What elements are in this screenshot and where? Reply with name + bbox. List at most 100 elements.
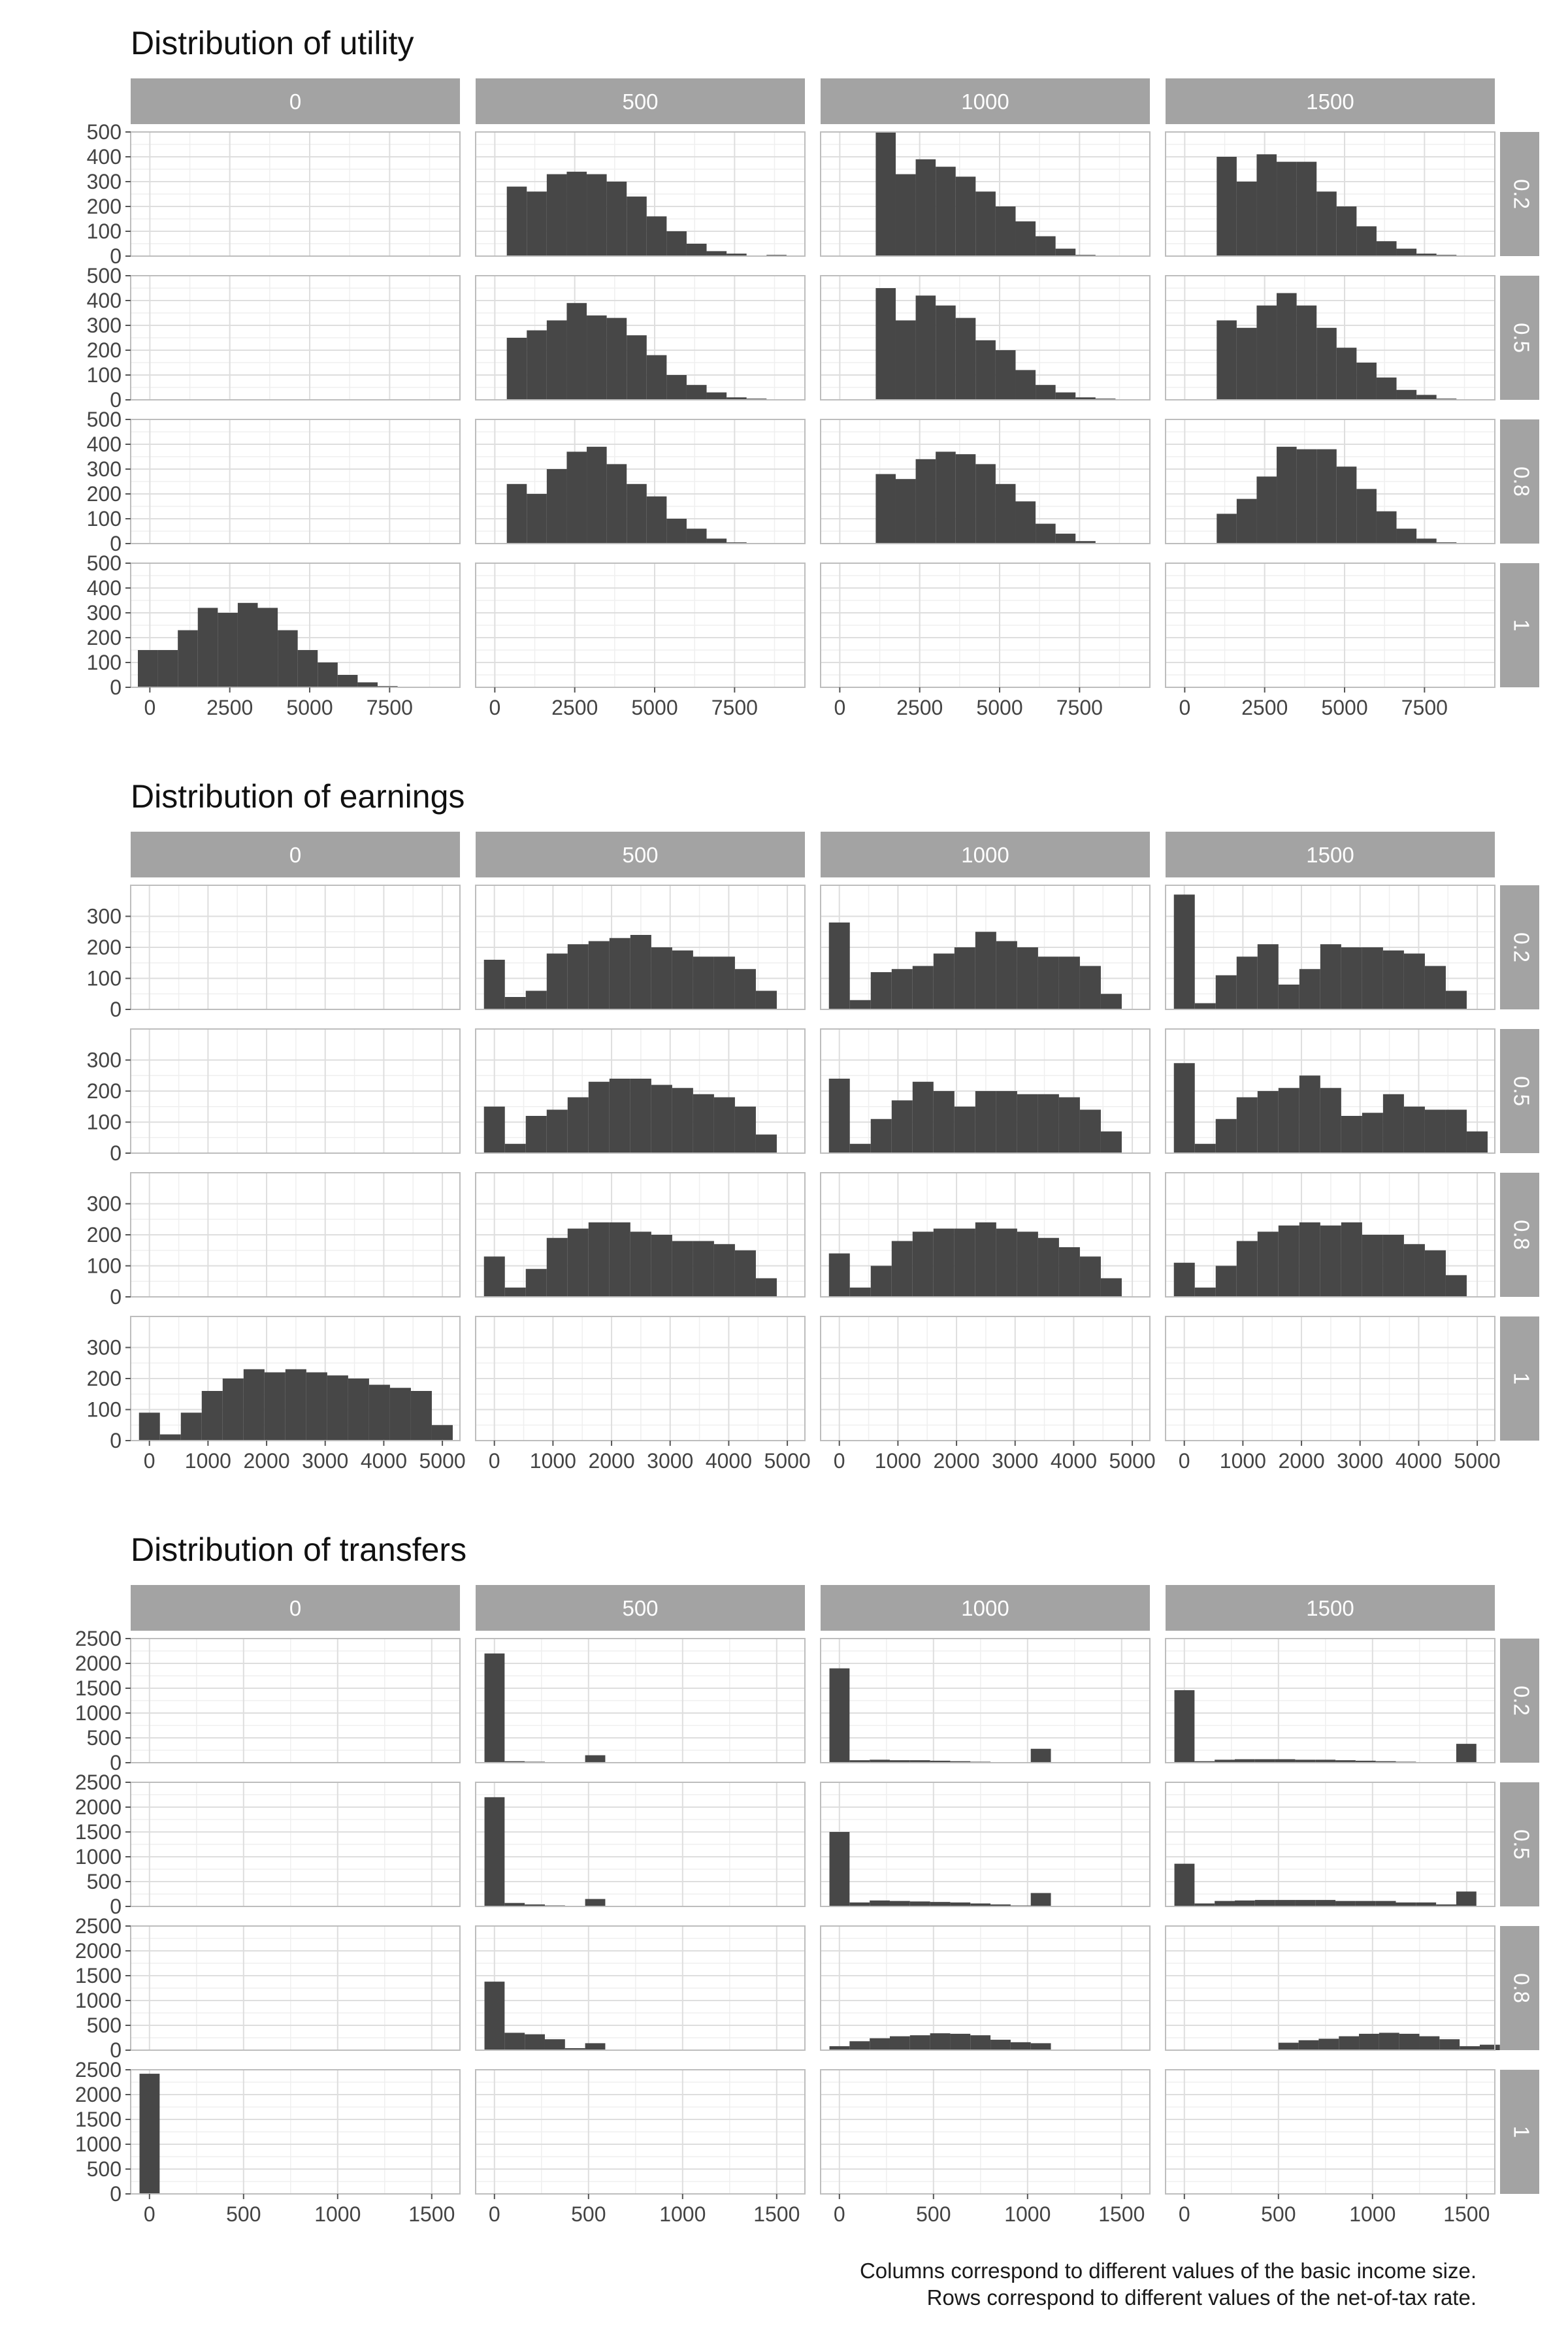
- histogram-bar: [1362, 1113, 1383, 1153]
- histogram-bar: [1445, 1109, 1467, 1153]
- histogram-bar: [483, 1106, 505, 1153]
- histogram-bar: [1079, 966, 1101, 1009]
- x-tick-label: 1500: [408, 2202, 455, 2226]
- histogram-bar: [930, 1902, 951, 1906]
- histogram-bar: [1030, 1748, 1051, 1763]
- histogram-bar: [566, 451, 587, 544]
- y-tick-label: 500: [87, 120, 122, 144]
- histogram-bar: [1295, 1900, 1316, 1906]
- histogram-bar: [1376, 241, 1397, 256]
- histogram-bar: [139, 1413, 160, 1441]
- y-tick-label: 2000: [75, 1795, 122, 1819]
- histogram-bar: [318, 662, 338, 687]
- histogram-bar: [197, 608, 218, 687]
- histogram-bar: [588, 1081, 610, 1153]
- histogram-bar: [889, 1901, 910, 1906]
- histogram-bar: [630, 935, 651, 1009]
- histogram-bar: [138, 650, 158, 687]
- panel-border: [130, 131, 461, 257]
- histogram-bar: [1315, 1900, 1336, 1906]
- histogram-bar: [1396, 389, 1417, 400]
- y-tick-label: 300: [87, 1192, 122, 1216]
- histogram-bar: [975, 464, 996, 544]
- row-strip-0-5: [1500, 1029, 1539, 1153]
- column-strip-label: 1000: [961, 90, 1009, 114]
- histogram-bar: [1436, 1904, 1456, 1906]
- histogram-bar: [285, 1369, 306, 1441]
- panel-1500-0-8: [1165, 419, 1495, 544]
- y-tick-label: 400: [87, 289, 122, 312]
- histogram-bar: [1356, 489, 1377, 544]
- histogram-bar: [950, 1902, 971, 1906]
- histogram-bar: [567, 1228, 589, 1297]
- y-tick-label: 2500: [75, 1627, 122, 1650]
- x-tick-label: 1000: [659, 2202, 706, 2226]
- panel-1500-0-2: [1165, 1638, 1495, 1763]
- panel-1500-0-2: [1165, 131, 1495, 257]
- histogram-bar: [1298, 2040, 1319, 2050]
- histogram-bar: [609, 1222, 630, 1297]
- x-tick-label: 0: [144, 696, 155, 719]
- histogram-bar: [1017, 1094, 1038, 1153]
- histogram-bar: [1396, 529, 1417, 544]
- histogram-bar: [527, 330, 547, 400]
- histogram-bar: [506, 186, 527, 256]
- column-strip-500: [476, 1585, 805, 1631]
- x-tick-label: 1500: [753, 2202, 800, 2226]
- y-tick-label: 2000: [75, 1652, 122, 1675]
- histogram-bar: [627, 483, 647, 544]
- histogram-bar: [1356, 226, 1377, 256]
- histogram-bar: [755, 1134, 777, 1153]
- histogram-bar: [713, 956, 735, 1009]
- y-tick-label: 1500: [75, 1676, 122, 1700]
- histogram-bar: [1215, 1759, 1235, 1763]
- x-tick-label: 2000: [1278, 1449, 1324, 1473]
- panel-0-0-8: 0 100 200 300: [87, 1172, 461, 1309]
- panel-0-0-2: 0 100 200 300: [87, 885, 461, 1021]
- y-tick-label: 200: [87, 626, 122, 649]
- histogram-bar: [933, 1228, 955, 1297]
- chart-title: Distribution of transfers: [131, 1531, 466, 1568]
- histogram-bar: [1419, 2036, 1440, 2050]
- panel-border: [820, 1925, 1151, 2051]
- panel-500-0-5: [475, 1028, 806, 1154]
- histogram-bar: [706, 251, 727, 256]
- panel-border: [475, 1028, 806, 1154]
- panel-500-0-2: [475, 1638, 806, 1763]
- histogram-bar: [606, 182, 627, 256]
- x-tick-label: 5000: [976, 696, 1022, 719]
- histogram-bar: [895, 479, 916, 544]
- histogram-bar: [1254, 1759, 1275, 1763]
- histogram-bar: [484, 1797, 505, 1906]
- row-strip-0-8: [1500, 419, 1539, 544]
- histogram-bar: [1316, 191, 1337, 256]
- histogram-bar: [1341, 947, 1362, 1009]
- row-strip-label: 1: [1509, 1373, 1533, 1384]
- y-tick-label: 400: [87, 433, 122, 456]
- panel-border: [475, 1638, 806, 1763]
- histogram-bar: [875, 288, 896, 400]
- histogram-bar: [970, 1903, 991, 1906]
- histogram-bar: [1460, 2046, 1480, 2050]
- row-strip-0-5: [1500, 1782, 1539, 1906]
- histogram-bar: [1236, 1241, 1258, 1297]
- histogram-bar: [933, 1091, 955, 1153]
- histogram-bar: [1173, 1063, 1195, 1153]
- histogram-bar: [525, 2034, 545, 2050]
- x-tick-label: 2000: [933, 1449, 979, 1473]
- histogram-bar: [1236, 498, 1257, 544]
- histogram-bar: [933, 953, 955, 1009]
- histogram-bar: [1335, 1901, 1356, 1906]
- histogram-bar: [348, 1379, 369, 1441]
- y-tick-label: 300: [87, 314, 122, 337]
- x-tick-label: 500: [1261, 2202, 1296, 2226]
- histogram-bar: [1055, 248, 1076, 256]
- row-strip-0-8: [1500, 1173, 1539, 1297]
- y-tick-label: 100: [87, 363, 122, 387]
- y-tick-label: 300: [87, 1336, 122, 1360]
- histogram-bar: [1424, 1109, 1446, 1153]
- y-tick-label: 100: [87, 220, 122, 243]
- histogram-bar: [484, 1653, 505, 1763]
- histogram-bar: [995, 483, 1016, 544]
